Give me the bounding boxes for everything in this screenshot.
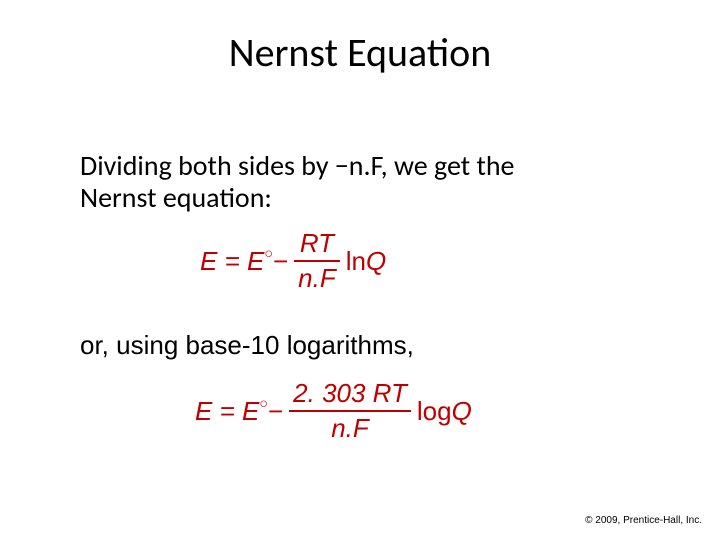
intro-text: Dividing both sides by −n.F, we get the … (80, 150, 640, 214)
eq2-frac-den: n.F (289, 410, 411, 444)
eq1-lhs: E = E (200, 246, 264, 277)
copyright-notice: © 2009, Prentice-Hall, Inc. (585, 515, 702, 526)
eq1-minus: − (273, 246, 288, 277)
eq2-degree: ○ (259, 396, 268, 412)
eq2-frac-num: 2. 303 RT (289, 378, 411, 410)
eq1-fraction: RTn.F (294, 228, 340, 294)
eq2-fraction: 2. 303 RTn.F (289, 378, 411, 444)
intro-line-2: Nernst equation: (80, 180, 272, 215)
or-text: or, using base-10 logarithms, (80, 330, 414, 361)
eq1-frac-den: n.F (294, 260, 340, 294)
eq2-log: log (417, 396, 452, 427)
slide: Nernst Equation Dividing both sides by −… (0, 0, 720, 540)
intro-line-1: Dividing both sides by −n.F, we get the (80, 148, 514, 183)
equation-nernst-log: E = E○ − 2. 303 RTn.F log Q (195, 378, 472, 444)
equation-nernst-ln: E = E○ − RTn.F ln Q (200, 228, 386, 294)
eq2-Q: Q (452, 396, 472, 427)
eq2-lhs: E = E (195, 396, 259, 427)
eq1-ln: ln (346, 246, 366, 277)
slide-title: Nernst Equation (0, 28, 720, 77)
eq1-degree: ○ (264, 246, 273, 262)
eq1-frac-num: RT (294, 228, 340, 260)
eq2-minus: − (268, 396, 283, 427)
eq1-Q: Q (366, 246, 386, 277)
